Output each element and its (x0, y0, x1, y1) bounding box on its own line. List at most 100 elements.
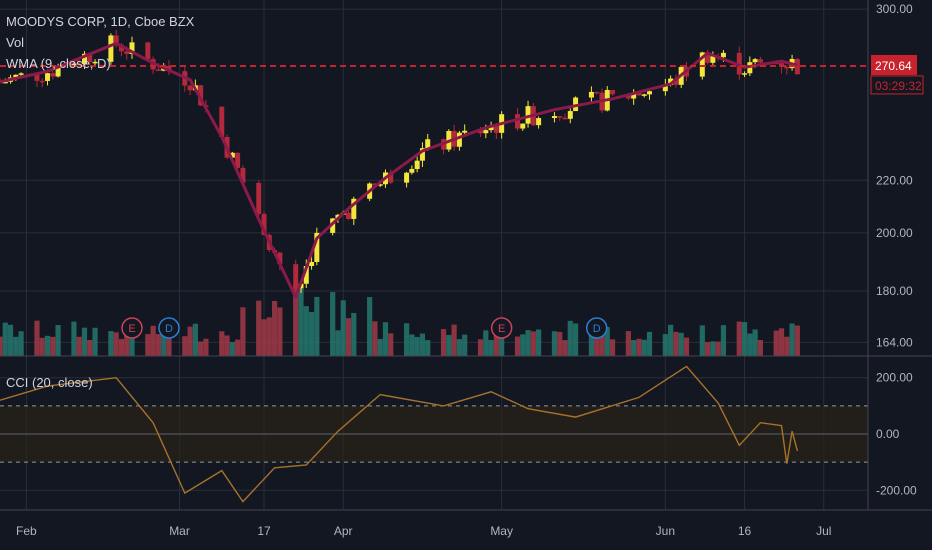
candle-body (55, 65, 61, 77)
volume-bar (514, 336, 521, 356)
candle-body (76, 63, 82, 66)
candle-body (514, 114, 520, 129)
volume-bar (335, 330, 341, 356)
candle-body (314, 232, 320, 262)
volume-bar (778, 328, 785, 356)
volume-bar (609, 339, 616, 356)
candle-body (166, 65, 172, 72)
volume-bar (192, 323, 198, 356)
time-tick-label: Mar (169, 524, 190, 538)
candle-body (662, 84, 668, 92)
volume-bar (404, 323, 410, 356)
candle-body (699, 52, 705, 77)
volume-bar (794, 325, 800, 356)
volume-bar (161, 320, 167, 356)
candle-body (757, 59, 763, 63)
volume-bar (747, 333, 753, 356)
candle-body (493, 125, 499, 133)
volume-bar (113, 332, 119, 356)
candle-body (240, 167, 246, 183)
wma-legend[interactable]: WMA (9, close, D) (6, 56, 111, 71)
candle-body (668, 78, 674, 85)
candle-body (330, 218, 336, 233)
volume-bar (118, 339, 125, 356)
volume-bar (562, 340, 568, 356)
candle-body (610, 89, 616, 95)
candle-body (309, 261, 315, 267)
volume-bar (55, 324, 61, 356)
candle-body (567, 111, 573, 119)
volume-bar (736, 321, 742, 356)
candle-body (346, 212, 352, 219)
volume-bar (0, 336, 3, 356)
volume-bar (18, 331, 24, 356)
cci-legend[interactable]: CCI (20, close) (6, 375, 93, 390)
candle-body (636, 92, 642, 96)
time-tick-label: 17 (257, 524, 271, 538)
candle-body (462, 130, 468, 133)
countdown-tag (870, 75, 924, 95)
cci-pane (0, 355, 932, 503)
candle-body (784, 66, 790, 69)
candle-body (45, 73, 51, 81)
volume-bar (271, 300, 278, 356)
volume-bar (39, 337, 45, 356)
candle-body (187, 85, 193, 91)
price-tick-label: 164.00 (876, 335, 913, 349)
volume-bar (456, 339, 463, 356)
volume-bar (145, 334, 151, 356)
volume-bar (182, 336, 188, 356)
symbol-legend[interactable]: MOODYS CORP, 1D, Cboe BZX (6, 14, 195, 29)
volume-bar (493, 325, 499, 356)
candle-body (235, 152, 241, 168)
volume-bar (129, 327, 135, 356)
volume-bar (261, 319, 267, 356)
volume-bar (741, 322, 748, 356)
candle-body (478, 130, 484, 134)
volume-bar (235, 339, 241, 356)
volume-bar (377, 338, 383, 356)
event-marker-label: D (165, 323, 173, 335)
volume-bar (572, 323, 579, 356)
cci-tick-label: 200.00 (876, 371, 913, 385)
volume-bar (382, 322, 389, 356)
candle-body (13, 74, 19, 78)
candle-body (229, 152, 235, 158)
volume-bar (710, 341, 716, 356)
candle-body (124, 51, 130, 54)
candle-body (488, 125, 494, 131)
candle-body (710, 56, 716, 63)
volume-bar (567, 320, 573, 356)
volume-bar (646, 331, 653, 356)
time-tick-label: Jul (816, 524, 831, 538)
candle-body (588, 91, 594, 98)
time-tick-label: May (490, 524, 513, 538)
cci-series-line (0, 365, 799, 503)
volume-bar (488, 340, 494, 356)
volume-bar (668, 324, 674, 356)
candle-body (81, 53, 87, 65)
volume-bar (303, 306, 309, 356)
candle-body (557, 116, 563, 118)
volume-bar (409, 334, 415, 356)
volume-bar (388, 333, 394, 356)
volume-bar (752, 329, 758, 356)
volume-bar (198, 341, 204, 356)
volume-legend[interactable]: Vol (6, 35, 25, 50)
candle-body (742, 73, 748, 75)
candle-body (794, 58, 800, 75)
volume-bar (631, 340, 637, 356)
volume-bar (224, 335, 230, 356)
volume-bar (536, 329, 542, 356)
candle-body (277, 252, 283, 265)
time-tick-label: 16 (738, 524, 752, 538)
candle-body (87, 53, 93, 62)
candle-body (261, 213, 267, 235)
volume-bar (557, 331, 563, 356)
volume-bar (266, 317, 272, 356)
price-tick-label: 300.00 (876, 2, 913, 16)
price-tick-label: 180.00 (876, 284, 913, 298)
volume-bar (599, 335, 605, 356)
volume-bar (530, 331, 536, 356)
volume-bar (720, 325, 727, 356)
